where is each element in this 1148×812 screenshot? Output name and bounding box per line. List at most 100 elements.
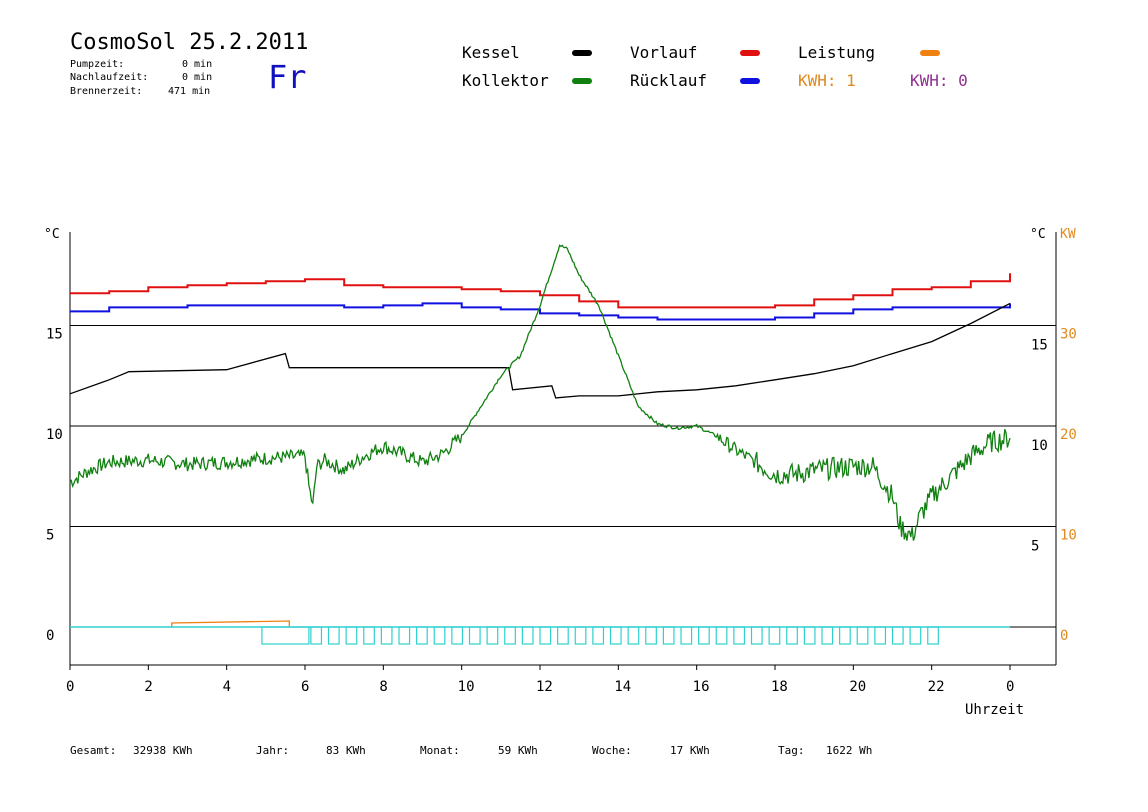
pump-pulse (327, 626, 340, 645)
footer-woche-label: Woche: (592, 744, 632, 757)
pump-pulse (363, 626, 375, 645)
legend-label-leistung: Leistung (798, 43, 876, 62)
x-tick-label: 12 (536, 679, 553, 695)
x-tick-label: 0 (1006, 679, 1014, 695)
stat-pumpzeit-value: 0 min (182, 59, 213, 70)
stat-nachlaufzeit-value: 0 min (182, 72, 213, 83)
pump-pulse (891, 626, 904, 645)
series-line-ruecklauf (70, 302, 1011, 321)
pump-pulse (398, 626, 411, 645)
x-tick-label: 18 (771, 679, 788, 695)
pump-pulse (433, 626, 446, 645)
pump-pulse (786, 626, 798, 645)
y-tick-label-right: 5 (1031, 539, 1039, 555)
pump-pulse (521, 626, 534, 645)
pump-pulse (310, 626, 323, 645)
chart-title: CosmoSol 25.2.2011 (70, 30, 309, 55)
y-tick-label-left: 0 (46, 628, 54, 644)
x-tick-label: 4 (223, 679, 231, 695)
x-tick-label: 2 (144, 679, 152, 695)
pump-pulse (645, 626, 657, 645)
pump-pulse (698, 626, 710, 645)
pump-pulse (592, 626, 605, 645)
footer-jahr-value: 83 KWh (326, 744, 366, 757)
ylabel-right: °C (1030, 227, 1046, 242)
pump-pulse (345, 626, 358, 645)
pump-pulse (609, 626, 622, 645)
pump-pulse (261, 626, 310, 645)
series-line-vorlauf (70, 273, 1011, 309)
legend-label-kollektor: Kollektor (462, 71, 549, 90)
series-line-leistung (171, 620, 290, 627)
y-tick-label-left: 10 (46, 427, 63, 443)
footer-gesamt-label: Gesamt: (70, 744, 117, 757)
stat-pumpzeit-label: Pumpzeit: (70, 59, 125, 70)
y-tick-label-right: 15 (1031, 338, 1048, 354)
grid-lines (70, 325, 1056, 628)
footer-monat-value: 59 KWh (498, 744, 538, 757)
pump-pulse (874, 626, 887, 645)
footer-jahr-label: Jahr: (256, 744, 290, 757)
x-tick-label: 6 (301, 679, 309, 695)
footer-gesamt-value: 32938 KWh (133, 744, 193, 757)
y-tick-label-left: 15 (46, 327, 63, 343)
y-tick-label-power: 0 (1060, 628, 1068, 644)
pump-pulse (839, 626, 851, 645)
pump-pulse (662, 626, 675, 645)
y-tick-label-power: 30 (1060, 327, 1077, 343)
pump-pulse (557, 626, 569, 645)
pump-pulse (909, 626, 922, 645)
footer-tag-label: Tag: (778, 744, 805, 757)
y-tick-label-power: 20 (1060, 427, 1077, 443)
pump-pulse (768, 626, 781, 645)
legend-swatch-kollektor (572, 78, 592, 84)
pump-pulse (680, 626, 693, 645)
pump-pulse (750, 626, 763, 645)
pump-pulse (504, 626, 516, 645)
legend-swatch-leistung (920, 50, 940, 56)
x-tick-label: 20 (849, 679, 866, 695)
x-tick-label: 10 (458, 679, 475, 695)
xlabel: Uhrzeit (965, 702, 1024, 718)
stat-brennerzeit-label: Brennerzeit: (70, 86, 143, 97)
weekday-label: Fr (268, 58, 307, 96)
pump-pulse (539, 626, 552, 645)
pump-pulse (468, 626, 481, 645)
footer-woche-value: 17 KWh (670, 744, 710, 757)
legend-label-kessel: Kessel (462, 43, 520, 62)
x-tick-label: 16 (693, 679, 710, 695)
y-tick-label-power: 10 (1060, 528, 1077, 544)
legend-kwh-a: KWH: 1 (798, 71, 856, 90)
y-tick-label-left: 5 (46, 528, 54, 544)
footer-monat-label: Monat: (420, 744, 460, 757)
ylabel-power: KW (1060, 227, 1076, 242)
pump-pulse (627, 626, 640, 645)
legend-swatch-ruecklauf (740, 78, 760, 84)
series (69, 244, 1011, 627)
y-tick-label-right: 10 (1031, 438, 1048, 454)
x-tick-label: 8 (379, 679, 387, 695)
legend-label-vorlauf: Vorlauf (630, 43, 698, 62)
x-tick-label: 22 (928, 679, 945, 695)
stat-brennerzeit-value: 471 min (168, 86, 211, 97)
ylabel-left: °C (44, 227, 60, 242)
stat-nachlaufzeit-label: Nachlaufzeit: (70, 72, 149, 83)
ticks: 0 2 4 6 8 10 12 14 16 18 20 22 0 15 10 5 0 15 10 5 30 20 10 0 (46, 327, 1077, 696)
series-line-kessel (69, 302, 1011, 399)
axes (69, 232, 1057, 666)
series-line-kollektor (69, 244, 1011, 541)
x-tick-label: 0 (66, 679, 74, 695)
legend-label-ruecklauf: Rücklauf (630, 71, 708, 90)
pump-pulse (856, 626, 869, 645)
pump-pulse (380, 626, 393, 645)
pump-pulse (821, 626, 834, 645)
pump-pulse (416, 626, 428, 645)
pump-pulse (927, 626, 939, 645)
pump-pulse (574, 626, 587, 645)
legend-kwh-b: KWH: 0 (910, 71, 968, 90)
legend-swatch-vorlauf (740, 50, 760, 56)
legend-swatch-kessel (572, 50, 592, 56)
footer-tag-value: 1622 Wh (826, 744, 873, 757)
pump-pulse (451, 626, 464, 645)
